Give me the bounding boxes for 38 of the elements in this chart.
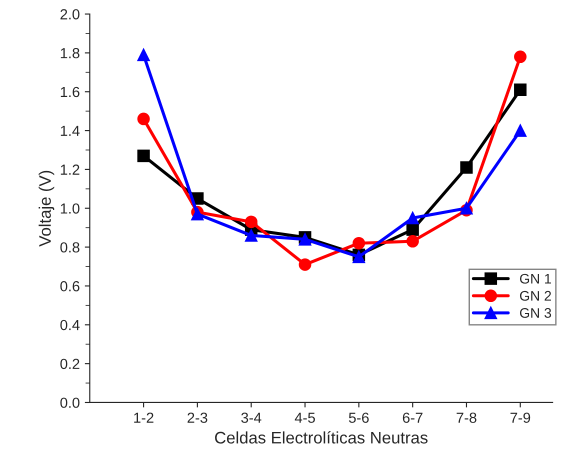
point: [137, 48, 150, 62]
point: [514, 84, 527, 96]
x-tick-label: 3-4: [241, 412, 262, 423]
y-tick-label: 0.4: [60, 320, 80, 330]
point: [514, 50, 527, 64]
point: [137, 112, 150, 126]
legend-label: GN 3: [520, 308, 552, 318]
y-tick-label: 0.6: [60, 281, 80, 292]
point: [298, 258, 312, 271]
point: [244, 229, 258, 242]
point: [406, 212, 419, 224]
point: [460, 161, 473, 174]
x-tick-label: 4-5: [294, 412, 315, 423]
y-tick-label: 0.8: [60, 242, 80, 253]
y-tick-label: 1.6: [60, 86, 80, 98]
x-tick-label: 1-2: [134, 412, 154, 423]
point: [244, 216, 258, 228]
legend-label: GN 2: [520, 290, 551, 301]
y-tick-label: 1.8: [60, 48, 80, 58]
x-tick-label: 2-3: [188, 412, 208, 423]
x-tick-label: 6-7: [402, 412, 422, 423]
x-tick-label: 7-9: [510, 412, 530, 423]
y-tick-label: 1.2: [60, 164, 80, 175]
y-tick-label: 0.2: [60, 358, 80, 370]
y-tick-label: 1.4: [60, 126, 80, 136]
x-tick-label: 7-8: [456, 412, 476, 423]
y-tick-label: 0.0: [60, 398, 80, 408]
x-tick-label: 5-6: [348, 412, 369, 423]
point: [137, 150, 150, 162]
legend-label: GN 1: [520, 274, 552, 284]
y-axis-title: Voltaje (V): [38, 170, 54, 247]
point: [514, 124, 527, 137]
point: [406, 223, 419, 236]
y-tick-label: 2.0: [60, 9, 80, 20]
y-tick-label: 1.0: [60, 203, 80, 214]
point: [406, 235, 419, 248]
point: [352, 236, 366, 250]
x-axis-title: Celdas Electrolíticas Neutras: [215, 431, 428, 444]
